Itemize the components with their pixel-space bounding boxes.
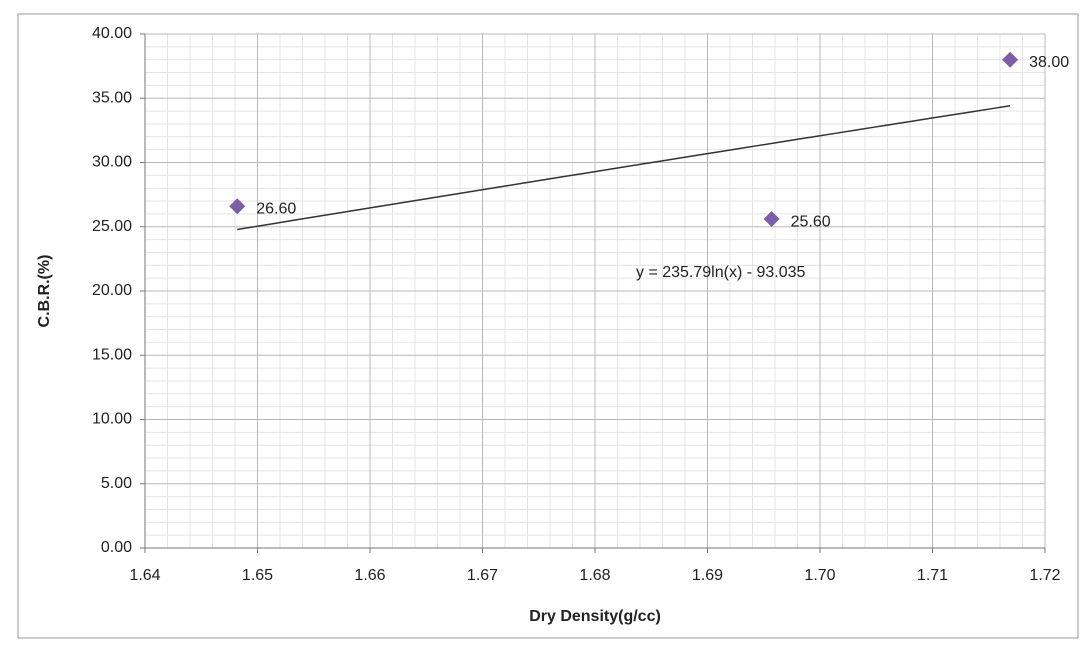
chart: Dry Density(g/cc) C.B.R.(%) 0.00 5.00 10.0…	[0, 0, 1086, 653]
y-tick-label: 25.00	[92, 218, 132, 235]
y-tick-label: 5.00	[101, 475, 132, 492]
x-axis-title: Dry Density(g/cc)	[529, 608, 661, 625]
y-tick-label: 40.00	[92, 25, 132, 42]
chart-frame	[18, 14, 1078, 638]
data-label: 25.60	[791, 213, 831, 230]
data-label: 38.00	[1029, 54, 1069, 71]
y-axis-title: C.B.R.(%)	[36, 255, 53, 328]
x-tick-label: 1.67	[467, 567, 498, 584]
y-tick-label: 20.00	[92, 282, 132, 299]
x-tick-label: 1.65	[242, 567, 273, 584]
trendline-equation: y = 235.79ln(x) - 93.035	[636, 264, 806, 281]
page: {"chart_data": { "type": "scatter", "x_l…	[0, 0, 1086, 653]
y-tick-label: 0.00	[101, 539, 132, 556]
y-tick-label: 10.00	[92, 411, 132, 428]
y-tick-label: 35.00	[92, 89, 132, 106]
x-tick-label: 1.64	[129, 567, 160, 584]
y-tick-label: 30.00	[92, 154, 132, 171]
x-tick-label: 1.66	[354, 567, 385, 584]
x-tick-label: 1.69	[692, 567, 723, 584]
y-tick-label: 15.00	[92, 346, 132, 363]
data-label: 26.60	[256, 200, 296, 217]
x-tick-label: 1.70	[804, 567, 835, 584]
x-tick-label: 1.71	[917, 567, 948, 584]
x-tick-label: 1.68	[579, 567, 610, 584]
x-tick-label: 1.72	[1029, 567, 1060, 584]
